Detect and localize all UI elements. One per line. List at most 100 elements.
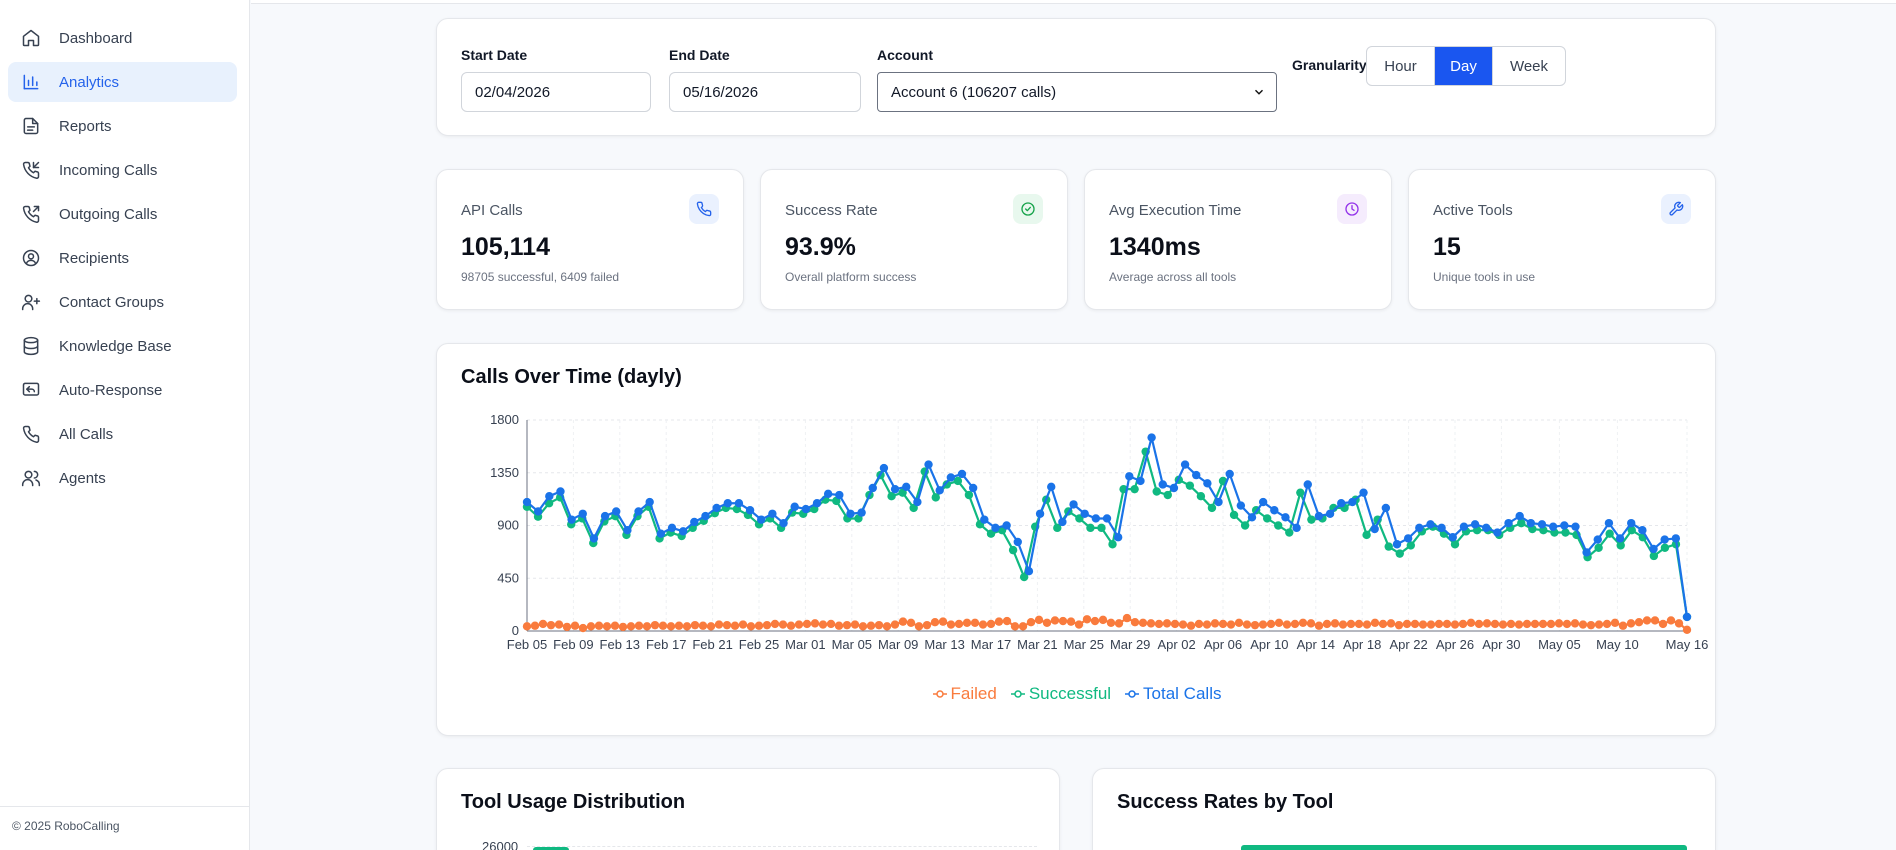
data-point-total-calls[interactable] [1526, 518, 1536, 528]
data-point-failed[interactable] [914, 622, 924, 631]
data-point-total-calls[interactable] [1247, 513, 1257, 522]
data-point-failed[interactable] [1026, 618, 1036, 627]
data-point-failed[interactable] [1410, 619, 1420, 629]
data-point-failed[interactable] [1290, 619, 1300, 629]
data-point-total-calls[interactable] [935, 486, 944, 495]
data-point-failed[interactable] [1482, 619, 1492, 628]
data-point-total-calls[interactable] [1482, 523, 1491, 533]
data-point-total-calls[interactable] [1537, 520, 1547, 529]
data-point-total-calls[interactable] [757, 515, 766, 524]
data-point-total-calls[interactable] [1158, 480, 1167, 489]
data-point-successful[interactable] [1384, 542, 1393, 551]
data-point-failed[interactable] [1426, 620, 1436, 629]
data-point-failed[interactable] [930, 618, 940, 627]
data-point-total-calls[interactable] [578, 509, 587, 518]
data-point-failed[interactable] [810, 619, 820, 628]
data-point-total-calls[interactable] [1649, 544, 1658, 554]
data-point-total-calls[interactable] [1682, 612, 1692, 622]
data-point-failed[interactable] [522, 622, 532, 631]
account-select[interactable]: Account 6 (106207 calls) [877, 72, 1277, 112]
data-point-failed[interactable] [682, 622, 692, 631]
data-point-failed[interactable] [618, 622, 628, 632]
data-point-failed[interactable] [978, 620, 988, 629]
data-point-failed[interactable] [1642, 616, 1652, 625]
data-point-total-calls[interactable] [1470, 520, 1480, 529]
data-point-failed[interactable] [1578, 620, 1588, 629]
data-point-total-calls[interactable] [991, 523, 1000, 533]
data-point-total-calls[interactable] [1258, 497, 1268, 507]
sidebar-item-all-calls[interactable]: All Calls [8, 414, 237, 454]
data-point-failed[interactable] [850, 620, 860, 629]
data-point-total-calls[interactable] [1415, 523, 1424, 533]
sidebar-item-analytics[interactable]: Analytics [8, 62, 237, 102]
data-point-total-calls[interactable] [1169, 483, 1179, 493]
data-point-successful[interactable] [953, 476, 963, 486]
data-point-failed[interactable] [1250, 620, 1260, 630]
data-point-failed[interactable] [706, 622, 716, 631]
sidebar-item-outgoing-calls[interactable]: Outgoing Calls [8, 194, 237, 234]
data-point-failed[interactable] [1322, 619, 1332, 629]
data-point-failed[interactable] [1570, 619, 1580, 628]
data-point-failed[interactable] [1562, 619, 1572, 629]
data-point-successful[interactable] [1262, 514, 1272, 523]
data-point-failed[interactable] [1186, 621, 1196, 630]
data-point-failed[interactable] [642, 622, 652, 631]
data-point-total-calls[interactable] [1615, 534, 1625, 543]
data-point-successful[interactable] [1185, 481, 1195, 490]
data-point-failed[interactable] [802, 619, 812, 629]
data-point-failed[interactable] [1234, 618, 1244, 627]
data-point-total-calls[interactable] [879, 463, 889, 473]
data-point-failed[interactable] [1362, 620, 1372, 629]
data-point-successful[interactable] [931, 493, 940, 502]
data-point-successful[interactable] [942, 480, 952, 489]
data-point-total-calls[interactable] [745, 506, 755, 515]
data-point-failed[interactable] [1610, 618, 1620, 627]
data-point-total-calls[interactable] [1448, 533, 1457, 542]
data-point-failed[interactable] [730, 621, 740, 630]
data-point-failed[interactable] [1314, 621, 1324, 630]
data-point-failed[interactable] [970, 618, 980, 627]
data-point-total-calls[interactable] [1270, 506, 1279, 515]
data-point-total-calls[interactable] [1593, 535, 1602, 544]
data-point-total-calls[interactable] [1047, 482, 1056, 492]
sidebar-item-knowledge-base[interactable]: Knowledge Base [8, 326, 237, 366]
data-point-failed[interactable] [530, 621, 540, 630]
data-point-total-calls[interactable] [589, 534, 599, 543]
data-point-failed[interactable] [1298, 618, 1308, 627]
data-point-successful[interactable] [1086, 523, 1095, 533]
end-date-input[interactable]: 05/16/2026 [669, 72, 861, 112]
data-point-failed[interactable] [602, 622, 612, 631]
data-point-total-calls[interactable] [1303, 480, 1312, 489]
data-point-failed[interactable] [1058, 616, 1068, 626]
data-point-failed[interactable] [1082, 615, 1092, 624]
data-point-failed[interactable] [626, 622, 636, 631]
data-point-failed[interactable] [714, 620, 724, 629]
data-point-failed[interactable] [1658, 619, 1668, 629]
data-point-failed[interactable] [1338, 620, 1348, 629]
data-point-failed[interactable] [722, 620, 732, 630]
data-point-failed[interactable] [1474, 619, 1484, 629]
data-point-failed[interactable] [1386, 619, 1396, 628]
data-point-successful[interactable] [964, 490, 974, 500]
data-point-total-calls[interactable] [1403, 534, 1413, 543]
data-point-failed[interactable] [1138, 618, 1148, 627]
data-point-total-calls[interactable] [567, 515, 576, 524]
data-point-failed[interactable] [746, 622, 756, 631]
data-point-total-calls[interactable] [1102, 514, 1112, 523]
data-point-total-calls[interactable] [1024, 567, 1034, 576]
data-point-failed[interactable] [1634, 618, 1644, 627]
data-point-total-calls[interactable] [1459, 522, 1469, 531]
data-point-total-calls[interactable] [823, 489, 833, 499]
data-point-total-calls[interactable] [946, 473, 956, 482]
data-point-total-calls[interactable] [600, 511, 610, 521]
data-point-total-calls[interactable] [1392, 540, 1402, 549]
data-point-failed[interactable] [1330, 619, 1340, 628]
data-point-failed[interactable] [1666, 616, 1676, 625]
data-point-failed[interactable] [1530, 619, 1540, 629]
data-point-total-calls[interactable] [1381, 503, 1391, 513]
data-point-total-calls[interactable] [1180, 460, 1190, 469]
data-point-total-calls[interactable] [1370, 524, 1379, 534]
data-point-failed[interactable] [898, 617, 908, 626]
data-point-failed[interactable] [994, 617, 1004, 626]
data-point-total-calls[interactable] [857, 508, 866, 517]
